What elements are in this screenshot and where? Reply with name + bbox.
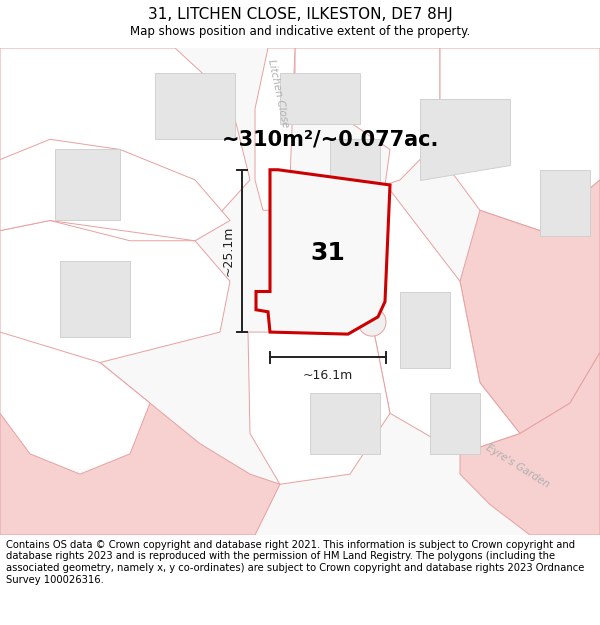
Polygon shape xyxy=(420,99,510,180)
Polygon shape xyxy=(0,48,250,261)
Polygon shape xyxy=(460,352,600,535)
Polygon shape xyxy=(370,190,520,454)
Polygon shape xyxy=(248,312,390,484)
Text: Contains OS data © Crown copyright and database right 2021. This information is : Contains OS data © Crown copyright and d… xyxy=(6,540,584,584)
Polygon shape xyxy=(540,170,590,236)
Polygon shape xyxy=(310,393,380,454)
Polygon shape xyxy=(60,261,130,337)
Text: 31, LITCHEN CLOSE, ILKESTON, DE7 8HJ: 31, LITCHEN CLOSE, ILKESTON, DE7 8HJ xyxy=(148,8,452,22)
Polygon shape xyxy=(280,73,360,124)
Polygon shape xyxy=(295,48,440,185)
Polygon shape xyxy=(400,291,450,367)
Polygon shape xyxy=(330,139,380,200)
Text: ~16.1m: ~16.1m xyxy=(303,369,353,382)
Text: Litchen Close: Litchen Close xyxy=(266,59,290,129)
Polygon shape xyxy=(0,332,150,474)
Text: 31: 31 xyxy=(311,241,346,265)
Polygon shape xyxy=(0,48,600,535)
Polygon shape xyxy=(460,180,600,434)
Polygon shape xyxy=(55,149,120,221)
Polygon shape xyxy=(0,139,230,241)
Polygon shape xyxy=(0,332,280,535)
Text: ~25.1m: ~25.1m xyxy=(221,226,235,276)
Polygon shape xyxy=(430,393,480,454)
Polygon shape xyxy=(255,48,295,211)
Polygon shape xyxy=(440,48,600,231)
Text: Eyre's Garden: Eyre's Garden xyxy=(484,442,551,489)
Circle shape xyxy=(358,308,386,336)
Text: ~310m²/~0.077ac.: ~310m²/~0.077ac. xyxy=(221,129,439,149)
Polygon shape xyxy=(256,170,390,334)
Polygon shape xyxy=(0,221,230,362)
Text: Map shows position and indicative extent of the property.: Map shows position and indicative extent… xyxy=(130,25,470,38)
Polygon shape xyxy=(155,73,235,139)
